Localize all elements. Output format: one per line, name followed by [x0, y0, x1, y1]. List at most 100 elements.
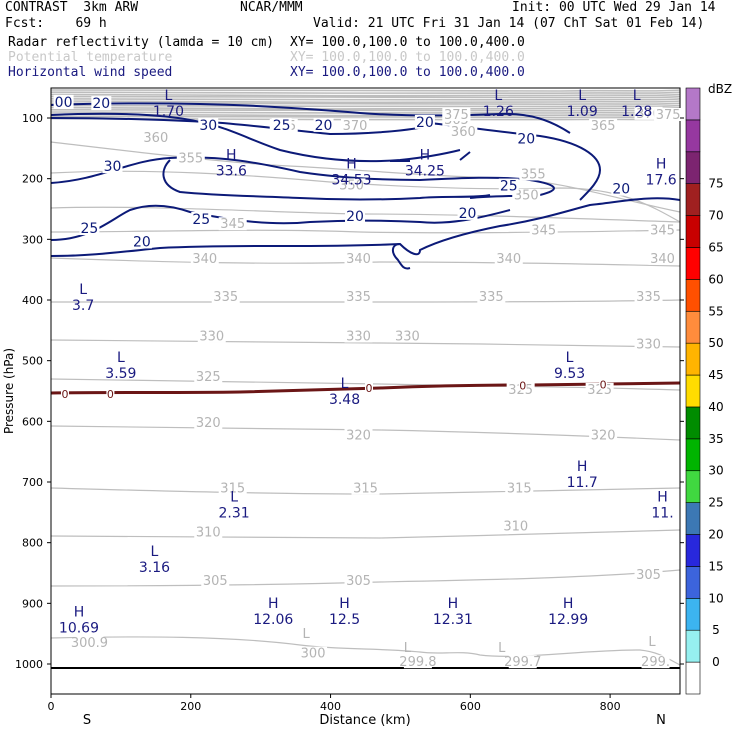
model-title: CONTRAST 3km ARW	[5, 0, 139, 15]
theta-label-bg	[648, 251, 677, 265]
y-tick-label: 800	[22, 537, 43, 550]
theta-band-line	[51, 100, 680, 104]
wind-label: 20	[459, 206, 477, 222]
wind-extremum-type: H	[656, 156, 667, 172]
theta-label-bg	[344, 329, 373, 343]
colorbar-label: 10	[708, 591, 723, 605]
wind-label-bg	[198, 117, 219, 132]
south-label: S	[83, 713, 91, 728]
colorbar-segment	[685, 215, 701, 248]
theta-label: 335	[479, 290, 504, 305]
theta-label-bg	[634, 567, 663, 581]
theta-extrema: LL L L	[302, 627, 656, 656]
theta-label: 330	[346, 329, 371, 344]
wind-extremum-value: 12.5	[329, 612, 360, 628]
theta-label: 310	[503, 519, 528, 534]
wind-label: 25	[192, 212, 210, 228]
wind-extremum-type: L	[79, 282, 87, 298]
theta-label: 340	[346, 252, 371, 267]
colorbar-segment	[685, 151, 701, 184]
theta-label: 315	[220, 482, 245, 497]
theta-label-bg	[393, 329, 422, 343]
zero-degree-line	[51, 381, 680, 395]
wind-extremum-type: H	[268, 596, 279, 612]
wind-extremum-type: L	[230, 489, 238, 505]
wind-label-bg	[102, 159, 123, 174]
colorbar-segment	[685, 342, 701, 376]
wind-label-bg	[191, 211, 212, 226]
wind-extremum-value: 12.06	[253, 612, 293, 628]
theta-label-bg	[176, 151, 205, 165]
theta-band-line	[51, 104, 680, 108]
center-label: NCAR/MMM	[240, 0, 303, 15]
theta-label-bg	[218, 217, 247, 231]
wind-label: 20	[612, 182, 630, 198]
colorbar-segment	[685, 310, 701, 344]
x-axis: 0 200 400 600 800	[48, 694, 621, 713]
theta-label: 299.7	[504, 655, 541, 670]
colorbar-segment	[685, 119, 701, 153]
wind-extremum-value: 12.99	[548, 612, 588, 628]
wind-label: 20	[416, 115, 434, 131]
theta-label-bg	[351, 481, 380, 495]
wind-extremum-value: 12.31	[433, 612, 473, 628]
colorbar-segment	[685, 534, 701, 567]
theta-label-bg	[449, 124, 478, 138]
colorbar-segment	[685, 566, 701, 599]
wind-label: 20	[315, 118, 333, 134]
theta-contour	[51, 569, 680, 587]
wind-label-bg	[53, 94, 74, 109]
theta-label-bg	[501, 519, 530, 533]
zero-label: 0	[61, 388, 68, 401]
wind-extremum-value: 33.6	[216, 163, 247, 179]
theta-label-bg	[141, 131, 170, 145]
theta-label: 305	[346, 574, 371, 589]
wind-label: 20	[92, 96, 110, 112]
theta-contour	[51, 229, 680, 234]
theta-label-bg	[190, 251, 219, 265]
colorbar-label: 60	[708, 272, 723, 286]
field-wind-xy: XY= 100.0,100.0 to 100.0,400.0	[290, 65, 525, 80]
field-reflectivity-name: Radar reflectivity (lamda = 10 cm)	[8, 35, 275, 50]
wind-label: 20	[133, 234, 151, 250]
wind-extremum-value: 1.70	[153, 104, 184, 120]
theta-label: 315	[507, 482, 532, 497]
theta-label-bg	[512, 188, 541, 202]
theta-label: 299.8	[399, 655, 436, 670]
theta-label-bg	[529, 223, 558, 237]
theta-contour	[51, 487, 680, 495]
theta-label: 325	[196, 370, 221, 385]
wind-label-bg	[271, 117, 292, 132]
wind-extremum-type: L	[494, 88, 502, 104]
zero-label-bg	[599, 379, 608, 390]
wind-extremum-value: 2.31	[219, 505, 250, 521]
theta-label: 320	[591, 428, 616, 443]
zero-line-labels: 0 0 0 0 0	[60, 378, 608, 401]
wind-contour-20-tail	[392, 243, 411, 270]
zero-label-bg	[518, 380, 527, 391]
forecast-hour: Fcst: 69 h	[5, 16, 107, 31]
wind-contour-30	[51, 112, 461, 163]
y-tick-label: 200	[22, 173, 43, 186]
wind-extremum-type: H	[563, 596, 574, 612]
colorbar-segment	[685, 87, 701, 121]
field-theta-xy: XY= 100.0,100.0 to 100.0,400.0	[290, 50, 525, 65]
theta-contour	[51, 636, 680, 666]
wind-contour-20-deep	[51, 197, 680, 257]
field-wind-name: Horizontal wind speed	[8, 65, 173, 80]
wind-extremum-type: H	[577, 459, 588, 475]
colorbar-unit: dBZ	[708, 82, 732, 96]
wind-contour-25	[51, 156, 555, 199]
theta-label: 350	[339, 178, 364, 193]
theta-label-bg	[337, 178, 366, 192]
wind-extremum-type: L	[151, 544, 159, 560]
wind-contour-20	[51, 102, 571, 134]
theta-contour	[51, 425, 680, 441]
theta-label-bg	[508, 655, 537, 669]
theta-label: 355	[521, 167, 546, 182]
y-tick-label: 400	[22, 294, 43, 307]
wind-contour-25b	[162, 159, 491, 201]
theta-label-bg	[344, 428, 373, 442]
colorbar-segment	[685, 406, 701, 440]
